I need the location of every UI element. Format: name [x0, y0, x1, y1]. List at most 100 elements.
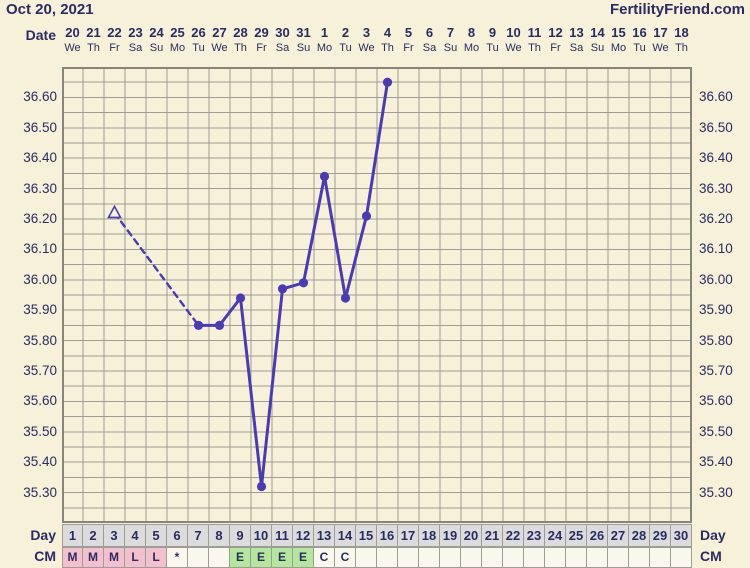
- weekday-cell: Th: [528, 42, 541, 54]
- fertilityfriend-brand-link[interactable]: FertilityFriend.com: [609, 1, 745, 18]
- cm-cell-day-16[interactable]: [377, 548, 398, 567]
- cervical-mucus-row: M M M L L * E E E E C C: [62, 547, 692, 568]
- temp-point-day-15[interactable]: [361, 211, 372, 221]
- temp-label-right: 35.70: [699, 363, 733, 378]
- day-cell-19[interactable]: 19: [440, 525, 461, 546]
- temp-point-day-9[interactable]: [235, 293, 246, 303]
- date-number-cell: 16: [632, 25, 647, 40]
- day-cell-6[interactable]: 6: [167, 525, 188, 546]
- cm-cell-day-17[interactable]: [398, 548, 419, 567]
- temp-point-day-7[interactable]: [193, 320, 204, 330]
- cm-cell-day-7[interactable]: [188, 548, 209, 567]
- cm-cell-day-27[interactable]: [608, 548, 629, 567]
- temp-point-day-14[interactable]: [340, 293, 351, 303]
- date-number-cell: 5: [404, 25, 413, 40]
- temp-label-left: 35.40: [23, 454, 57, 469]
- weekday-cell: Su: [296, 42, 311, 54]
- day-cell-26[interactable]: 26: [587, 525, 608, 546]
- date-number-cell: 27: [212, 25, 227, 40]
- cycle-day-row: 1 2 3 4 5 6 7 8 9 10 11 12 13 14 15 16 17 18 19 20 21 22 23 24 2…: [62, 524, 692, 547]
- cm-cell-day-22[interactable]: [503, 548, 524, 567]
- temp-point-day-16[interactable]: [382, 77, 393, 87]
- day-cell-8[interactable]: 8: [209, 525, 230, 546]
- day-cell-3[interactable]: 3: [104, 525, 125, 546]
- day-cell-25[interactable]: 25: [566, 525, 587, 546]
- cm-cell-day-18[interactable]: [419, 548, 440, 567]
- cm-cell-day-11[interactable]: E: [272, 548, 293, 567]
- day-cell-2[interactable]: 2: [83, 525, 104, 546]
- cm-cell-day-6[interactable]: *: [167, 548, 188, 567]
- cm-cell-day-4[interactable]: L: [125, 548, 146, 567]
- cm-cell-day-29[interactable]: [650, 548, 671, 567]
- day-cell-28[interactable]: 28: [629, 525, 650, 546]
- temp-point-day-11[interactable]: [277, 284, 288, 294]
- cm-cell-day-28[interactable]: [629, 548, 650, 567]
- weekday-cell: Sa: [128, 42, 143, 54]
- adjusted-temp-triangle-marker[interactable]: [107, 204, 122, 219]
- cm-cell-day-9[interactable]: E: [230, 548, 251, 567]
- temp-point-day-13[interactable]: [319, 171, 330, 181]
- day-cell-23[interactable]: 23: [524, 525, 545, 546]
- day-cell-18[interactable]: 18: [419, 525, 440, 546]
- temp-line-segment: [113, 211, 200, 327]
- day-cell-12[interactable]: 12: [293, 525, 314, 546]
- temperature-chart-area[interactable]: [62, 67, 692, 523]
- cm-cell-day-8[interactable]: [209, 548, 230, 567]
- temp-line-segment: [302, 174, 326, 285]
- cm-cell-day-12[interactable]: E: [293, 548, 314, 567]
- cm-cell-day-14[interactable]: C: [335, 548, 356, 567]
- cm-cell-day-2[interactable]: M: [83, 548, 104, 567]
- weekday-cell: Tu: [339, 42, 352, 54]
- day-cell-14[interactable]: 14: [335, 525, 356, 546]
- cm-cell-day-1[interactable]: M: [62, 548, 83, 567]
- date-number-cell: 30: [275, 25, 290, 40]
- date-number-cell: 4: [383, 25, 392, 40]
- cm-cell-day-15[interactable]: [356, 548, 377, 567]
- day-cell-9[interactable]: 9: [230, 525, 251, 546]
- cm-cell-day-19[interactable]: [440, 548, 461, 567]
- cm-cell-day-23[interactable]: [524, 548, 545, 567]
- date-number-cell: 17: [653, 25, 668, 40]
- temp-point-day-8[interactable]: [214, 320, 225, 330]
- day-cell-4[interactable]: 4: [125, 525, 146, 546]
- day-cell-16[interactable]: 16: [377, 525, 398, 546]
- day-cell-5[interactable]: 5: [146, 525, 167, 546]
- cm-cell-day-30[interactable]: [671, 548, 692, 567]
- date-number-cell: 8: [467, 25, 476, 40]
- day-cell-13[interactable]: 13: [314, 525, 335, 546]
- day-cell-7[interactable]: 7: [188, 525, 209, 546]
- day-cell-29[interactable]: 29: [650, 525, 671, 546]
- cm-cell-day-3[interactable]: M: [104, 548, 125, 567]
- cm-cell-day-26[interactable]: [587, 548, 608, 567]
- temp-point-day-12[interactable]: [298, 278, 309, 288]
- day-cell-21[interactable]: 21: [482, 525, 503, 546]
- day-cell-17[interactable]: 17: [398, 525, 419, 546]
- cm-cell-day-24[interactable]: [545, 548, 566, 567]
- cm-cell-day-25[interactable]: [566, 548, 587, 567]
- day-cell-15[interactable]: 15: [356, 525, 377, 546]
- cm-cell-day-21[interactable]: [482, 548, 503, 567]
- weekday-cell: We: [358, 42, 375, 54]
- weekday-cell: Sa: [275, 42, 290, 54]
- temp-label-left: 36.10: [23, 241, 57, 256]
- day-cell-27[interactable]: 27: [608, 525, 629, 546]
- weekday-cell: Th: [675, 42, 688, 54]
- cm-cell-day-10[interactable]: E: [251, 548, 272, 567]
- day-cell-1[interactable]: 1: [62, 525, 83, 546]
- weekday-cell: Su: [149, 42, 164, 54]
- day-cell-24[interactable]: 24: [545, 525, 566, 546]
- cm-cell-day-20[interactable]: [461, 548, 482, 567]
- date-axis-label: Date: [25, 27, 56, 43]
- day-cell-10[interactable]: 10: [251, 525, 272, 546]
- cm-cell-day-13[interactable]: C: [314, 548, 335, 567]
- weekday-cell: Sa: [422, 42, 437, 54]
- cm-cell-day-5[interactable]: L: [146, 548, 167, 567]
- day-cell-22[interactable]: 22: [503, 525, 524, 546]
- temp-label-left: 35.70: [23, 363, 57, 378]
- day-cell-20[interactable]: 20: [461, 525, 482, 546]
- date-number-cell: 2: [341, 25, 350, 40]
- day-cell-11[interactable]: 11: [272, 525, 293, 546]
- day-cell-30[interactable]: 30: [671, 525, 692, 546]
- temp-point-day-10[interactable]: [256, 481, 267, 492]
- weekday-cell: Tu: [633, 42, 646, 54]
